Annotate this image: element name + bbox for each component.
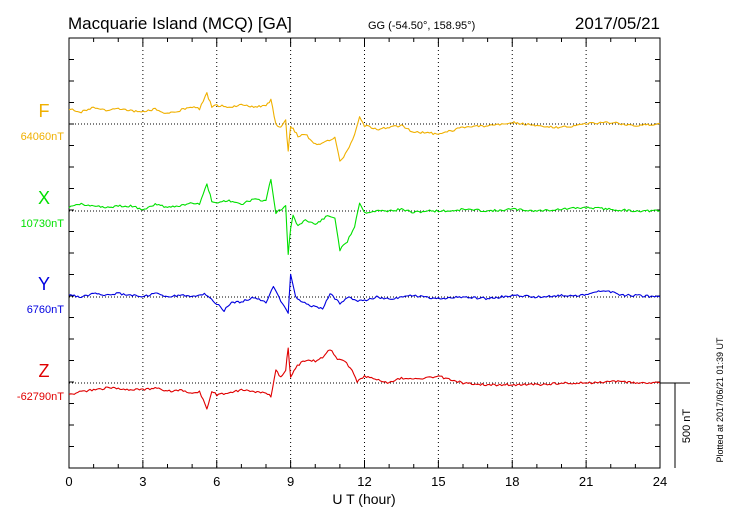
series-name-F: F bbox=[39, 101, 50, 121]
series-line-Y bbox=[68, 273, 661, 314]
x-tick-label-21: 21 bbox=[579, 474, 593, 489]
series-line-Z bbox=[68, 347, 661, 410]
x-tick-label-0: 0 bbox=[65, 474, 72, 489]
x-tick-label-9: 9 bbox=[287, 474, 294, 489]
x-tick-label-12: 12 bbox=[357, 474, 371, 489]
axis-ticks bbox=[68, 38, 661, 468]
series-baseline-label-Y: 6760nT bbox=[27, 304, 65, 316]
x-tick-labels: 0 3 6 9 12 15 18 21 24 bbox=[65, 474, 667, 489]
series-line-X bbox=[68, 178, 661, 256]
grid bbox=[142, 38, 587, 468]
x-axis-label: U T (hour) bbox=[332, 491, 395, 507]
x-tick-label-18: 18 bbox=[505, 474, 519, 489]
series-group: F 64060nT X 10730nT Y 6760nT Z -62790nT bbox=[17, 92, 661, 410]
series-baseline-label-X: 10730nT bbox=[21, 218, 65, 230]
series-name-X: X bbox=[38, 188, 50, 208]
x-tick-label-3: 3 bbox=[139, 474, 146, 489]
chart-coords: GG (-54.50°, 158.95°) bbox=[368, 20, 475, 32]
x-tick-label-6: 6 bbox=[213, 474, 220, 489]
series-baseline-label-F: 64060nT bbox=[21, 131, 65, 143]
x-tick-label-24: 24 bbox=[653, 474, 667, 489]
x-tick-label-15: 15 bbox=[431, 474, 445, 489]
scale-bar: 500 nT bbox=[660, 382, 693, 468]
scale-bar-label: 500 nT bbox=[681, 409, 693, 444]
plotted-note: Plotted at 2017/06/21 01:39 UT bbox=[715, 337, 725, 463]
series-name-Z: Z bbox=[39, 361, 50, 381]
chart-title: Macquarie Island (MCQ) [GA] bbox=[68, 14, 292, 33]
chart-date: 2017/05/21 bbox=[575, 14, 660, 33]
series-name-Y: Y bbox=[38, 274, 50, 294]
series-baseline-label-Z: -62790nT bbox=[17, 391, 64, 403]
series-line-F bbox=[68, 92, 661, 162]
